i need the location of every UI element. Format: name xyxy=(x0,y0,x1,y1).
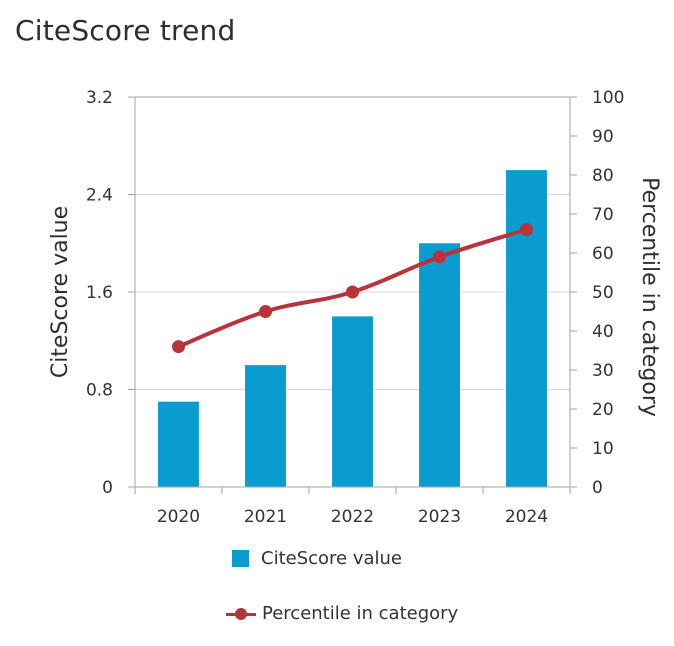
y-tick-label: 3.2 xyxy=(86,88,113,108)
x-tick-label: 2023 xyxy=(418,507,461,527)
y2-tick-label: 90 xyxy=(592,127,614,147)
y-tick-label: 1.6 xyxy=(86,283,113,303)
legend-bar-label: CiteScore value xyxy=(261,548,403,569)
axes xyxy=(128,96,577,494)
y2-tick-label: 20 xyxy=(592,400,614,420)
y2-tick-label: 10 xyxy=(592,439,614,459)
legend-line-label: Percentile in category xyxy=(262,603,459,624)
y2-tick-label: 30 xyxy=(592,361,614,381)
x-tick-label: 2020 xyxy=(157,507,200,527)
y2-tick-label: 60 xyxy=(592,244,614,264)
percentile-point-2023 xyxy=(433,250,446,264)
y-axis-label: CiteScore value xyxy=(48,206,73,378)
legend-item-citescore: CiteScore value xyxy=(232,548,402,569)
legend-bar-swatch xyxy=(232,550,249,567)
y2-tick-label: 100 xyxy=(592,88,624,108)
y-tick-label: 0 xyxy=(102,478,113,498)
y2-tick-label: 80 xyxy=(592,166,614,186)
percentile-point-2024 xyxy=(520,223,533,237)
percentile-point-2021 xyxy=(259,305,272,318)
y-tick-label: 0.8 xyxy=(86,381,113,401)
y2-axis-label: Percentile in category xyxy=(637,177,662,417)
x-tick-label: 2021 xyxy=(244,507,287,527)
bar-2024 xyxy=(506,170,547,487)
x-tick-label: 2022 xyxy=(331,507,374,527)
legend-line-swatch xyxy=(226,604,256,624)
tick-labels: 0 0.8 1.6 2.4 3.2 0 10 20 30 40 50 60 70 80 90 100 2020 2… xyxy=(86,88,625,527)
chart-title: CiteScore trend xyxy=(15,14,236,47)
y2-tick-label: 70 xyxy=(592,205,614,225)
percentile-point-2020 xyxy=(172,340,185,354)
percentile-point-2022 xyxy=(346,285,359,299)
bar-2022 xyxy=(332,316,373,487)
bar-2020 xyxy=(158,401,199,487)
y-tick-label: 2.4 xyxy=(86,186,113,206)
citescore-trend-chart: 0 0.8 1.6 2.4 3.2 0 10 20 30 40 50 60 70 80 90 100 2020 2… xyxy=(48,88,662,527)
bars xyxy=(158,170,547,487)
bar-2023 xyxy=(419,243,460,487)
legend-item-percentile: Percentile in category xyxy=(226,603,458,624)
y2-tick-label: 50 xyxy=(592,283,614,303)
y2-tick-label: 40 xyxy=(592,322,614,342)
percentile-line xyxy=(172,223,533,354)
plot-frame xyxy=(134,96,571,488)
y2-tick-label: 0 xyxy=(592,478,603,498)
bar-2021 xyxy=(245,365,286,487)
x-tick-label: 2024 xyxy=(505,507,548,527)
